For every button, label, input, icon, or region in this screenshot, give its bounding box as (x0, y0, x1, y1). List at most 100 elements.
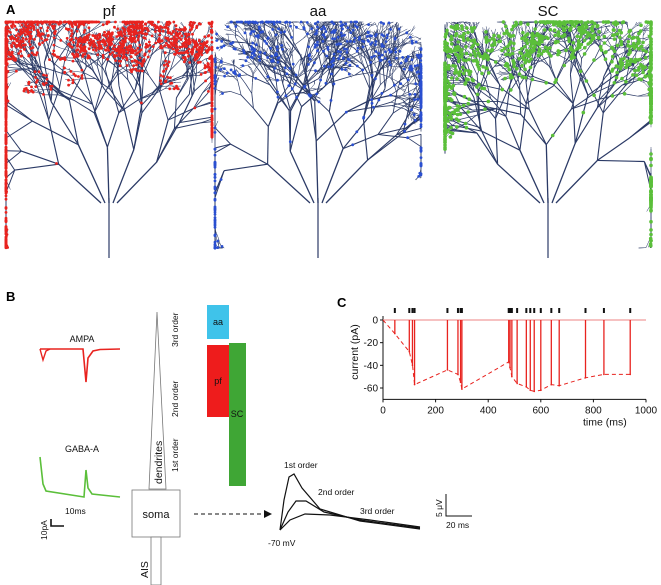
synapse-dot (104, 48, 108, 52)
synapse-dot (41, 32, 45, 36)
synapse-dot (92, 44, 95, 48)
synapse-dot (121, 39, 124, 42)
dendrite-branch (132, 43, 139, 61)
synapse-dot (158, 33, 162, 37)
dendrite-branch (66, 43, 69, 51)
synapse-dot (27, 90, 30, 94)
dendrite-branch (202, 84, 213, 94)
dendrite-branch (39, 89, 45, 93)
dendrite-branch (202, 81, 212, 94)
synapse-dot (4, 229, 8, 232)
dendrite-branch (106, 112, 120, 148)
synapse-dot (210, 20, 214, 24)
dendrite-branch (118, 99, 140, 114)
synapse-dot (4, 130, 8, 133)
synapse-dot (27, 53, 31, 57)
dendrite-branch (51, 60, 61, 88)
synapse-dot (191, 47, 195, 51)
dendrite-branch (111, 36, 119, 40)
synapse-dot (37, 70, 41, 74)
dendrite-branch (147, 50, 157, 58)
synapse-dot (174, 24, 178, 28)
synapse-dot (210, 36, 214, 40)
synapse-dot (168, 87, 172, 91)
synapse-dot (198, 39, 201, 43)
synapse-dot (172, 87, 176, 91)
synapse-dot (159, 74, 163, 77)
synapse-dot (71, 25, 74, 29)
synapse-dot (67, 43, 70, 46)
synapse-dot (72, 20, 76, 24)
synapse-dot (73, 55, 77, 58)
synapse-dot (127, 28, 131, 32)
dendrite-branch (39, 78, 46, 83)
synapse-dot (108, 52, 112, 56)
synapse-dot (10, 44, 13, 47)
synapse-dot (33, 70, 37, 74)
synapse-dot (34, 53, 38, 57)
synapse-dot (66, 20, 70, 24)
synapse-dot (159, 79, 163, 83)
synapse-dot (161, 29, 165, 33)
synapse-dot (141, 69, 144, 73)
synapse-dot (29, 47, 33, 50)
synapse-dot (118, 64, 122, 68)
dendrite-branch (285, 41, 291, 48)
synapse-dot (168, 21, 172, 25)
dendrite-branch (113, 64, 129, 81)
synapse-dot (4, 238, 8, 242)
dendrite-branch (140, 88, 143, 113)
synapse-dot (80, 74, 84, 77)
synapse-dot (53, 32, 57, 36)
dendrite-branch (5, 63, 21, 66)
synapse-dot (12, 41, 16, 45)
dendrite-branch (48, 119, 60, 165)
synapse-dot (133, 30, 136, 34)
synapse-dot (175, 49, 178, 53)
synapse-dot (130, 40, 134, 44)
synapse-dot (130, 70, 134, 74)
dendrite-branch (104, 68, 111, 90)
dendrite-branch (170, 59, 181, 71)
dendrite-branch (161, 85, 172, 87)
synapse-dot (137, 61, 141, 65)
synapse-dot (69, 34, 73, 38)
dendrite-branch (31, 36, 39, 50)
dendrite-branch (133, 112, 143, 150)
dendrite-branch (25, 49, 42, 71)
synapse-dot (146, 45, 150, 49)
synapse-dot (144, 42, 148, 46)
synapse-dot (4, 183, 8, 187)
synapse-dot (181, 45, 184, 48)
synapse-dot (8, 53, 12, 57)
synapse-dot (169, 45, 172, 49)
dendrite-branch (84, 74, 93, 105)
dendrite-branch (91, 68, 105, 90)
synapse-dot (28, 43, 32, 47)
synapse-dot (210, 109, 214, 112)
synapse-dot (153, 23, 157, 27)
synapse-dot (140, 22, 143, 26)
synapse-dot (15, 34, 18, 38)
synapse-dot (26, 32, 30, 36)
synapse-dot (157, 20, 160, 24)
synapse-dot (34, 85, 38, 88)
dendrite-branch (104, 56, 110, 70)
synapse-dot (75, 52, 78, 56)
dendrite-branch (167, 93, 190, 121)
dendrite-branch (101, 35, 107, 39)
dendrite-branch (160, 54, 169, 67)
synapse-dot (154, 41, 158, 45)
synapse-dot (210, 40, 214, 44)
synapse-dot (162, 75, 165, 78)
dendrite-branch (214, 127, 231, 145)
synapse-dot (193, 58, 197, 62)
synapse-dot (80, 68, 84, 72)
synapse-dot (50, 84, 54, 88)
synapse-dot (29, 37, 33, 40)
synapse-dot (157, 29, 161, 32)
dendrite-branch (106, 73, 116, 90)
synapse-dot (110, 38, 114, 42)
synapse-dot (67, 83, 70, 87)
synapse-dot (82, 20, 86, 24)
